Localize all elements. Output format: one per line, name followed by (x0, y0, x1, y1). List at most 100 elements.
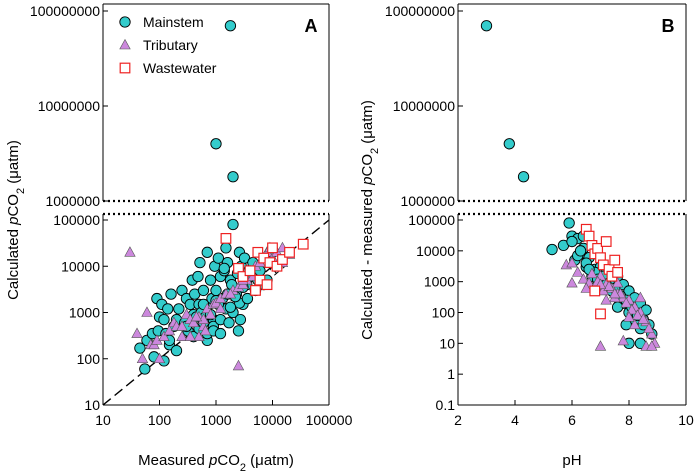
label-run: Calculated - measured (359, 185, 376, 340)
label-run: 2 (369, 148, 381, 154)
tributary-point (193, 330, 205, 341)
tributary-point (199, 324, 212, 336)
legend: Mainstem Tributary Wastewater (119, 14, 217, 76)
mainstem-point (173, 303, 185, 315)
tributary-point (611, 276, 624, 288)
y-tick-label: 1 (447, 366, 455, 382)
mainstem-point (227, 218, 239, 231)
mainstem-point (197, 284, 210, 297)
x-axis-label: pH (562, 452, 581, 469)
tributary-point (214, 302, 227, 314)
series-tributary (124, 241, 296, 371)
y-tick-label: 10000 (61, 258, 100, 274)
mainstem-point (214, 327, 227, 340)
mainstem-point (220, 242, 232, 254)
label-run: 2 (240, 462, 246, 474)
tributary-point (603, 280, 615, 291)
y-tick-label: 1000 (69, 305, 100, 321)
tributary-point (586, 267, 598, 279)
y-tick-label: 10000000 (38, 98, 101, 114)
tributary-point (637, 313, 649, 324)
tributary-point (571, 266, 584, 277)
mainstem-point (158, 314, 170, 326)
x-axis-label: Measured pCO2 (μatm) (138, 452, 294, 474)
y-tick-label: 100000000 (385, 3, 455, 19)
x-tick-label: 100 (148, 412, 172, 428)
mainstem-point (503, 138, 515, 150)
label-run: p (208, 452, 217, 469)
tributary-point (197, 313, 210, 324)
x-tick-label: 8 (625, 412, 633, 428)
label-run: 2 (15, 188, 27, 194)
label-run: CO (217, 452, 240, 469)
wastewater-point (583, 230, 595, 242)
mainstem-point (170, 344, 183, 357)
y-tick-label: 100 (77, 351, 101, 367)
label-run: p (5, 217, 22, 226)
y-tick-label: 1000000 (400, 193, 455, 209)
mainstem-point (165, 288, 177, 300)
wastewater-point (261, 279, 273, 291)
tributary-point (620, 297, 632, 308)
wastewater-point (277, 254, 288, 265)
x-tick-label: 6 (568, 412, 576, 428)
mainstem-point (480, 20, 493, 32)
x-tick-label: 100000 (306, 412, 353, 428)
x-tick-label: 10 (678, 412, 694, 428)
mainstem-point (210, 138, 222, 150)
mainstem-point (139, 363, 151, 375)
tributary-point (136, 352, 149, 364)
tributary-point (176, 330, 188, 341)
wastewater-point (237, 271, 249, 282)
mainstem-point (201, 246, 213, 258)
tributary-point (617, 334, 630, 346)
wastewater-point (252, 246, 264, 258)
tributary-point (204, 308, 217, 319)
mainstem-point (232, 325, 245, 337)
series-wastewater (220, 233, 309, 296)
y-tick-label: 10000 (416, 243, 455, 259)
wastewater-point (612, 266, 623, 278)
wastewater-point (609, 254, 621, 266)
mainstem-point (194, 256, 206, 269)
tributary-point (232, 359, 245, 371)
tributary-point (153, 352, 166, 364)
y-tick-label: 100000 (53, 212, 100, 228)
tributary-point (577, 273, 590, 284)
tributary-point (623, 311, 635, 322)
tributary-point (224, 287, 237, 299)
panel-label: B (662, 16, 675, 36)
mainstem-point (162, 303, 174, 315)
mainstem-point (204, 274, 217, 286)
wastewater-point (271, 260, 283, 272)
mainstem-point (227, 171, 239, 183)
wastewater-point (297, 238, 309, 250)
panel-a: 1000000 10000000 100000000 10 100 1000 10000 10… (5, 3, 353, 474)
wastewater-point (220, 233, 232, 244)
wastewater-point (589, 285, 601, 297)
tributary-point (609, 287, 621, 299)
mainstem-point (218, 262, 230, 275)
mainstem-point (517, 171, 530, 183)
x-tick-label: 10000 (253, 412, 292, 428)
tributary-point (187, 316, 200, 328)
tributary-point (190, 310, 203, 322)
mainstem-point (192, 270, 204, 283)
x-tick-label: 10 (95, 412, 111, 428)
tributary-point (566, 276, 578, 288)
label-run: p (359, 177, 376, 186)
y-tick-label: 1000 (424, 274, 455, 290)
tributary-point (631, 309, 644, 320)
mainstem-point (134, 342, 146, 354)
tributary-point (646, 327, 658, 339)
label-run: CO (359, 154, 376, 177)
tributary-point (594, 340, 607, 351)
tributary-point (646, 340, 658, 351)
y-tick-label: 1000000 (45, 193, 100, 209)
x-tick-label: 4 (511, 412, 519, 428)
legend-label: Wastewater (143, 60, 217, 76)
tributary-point (643, 322, 655, 333)
mainstem-point (241, 292, 254, 305)
wastewater-point (244, 265, 256, 277)
